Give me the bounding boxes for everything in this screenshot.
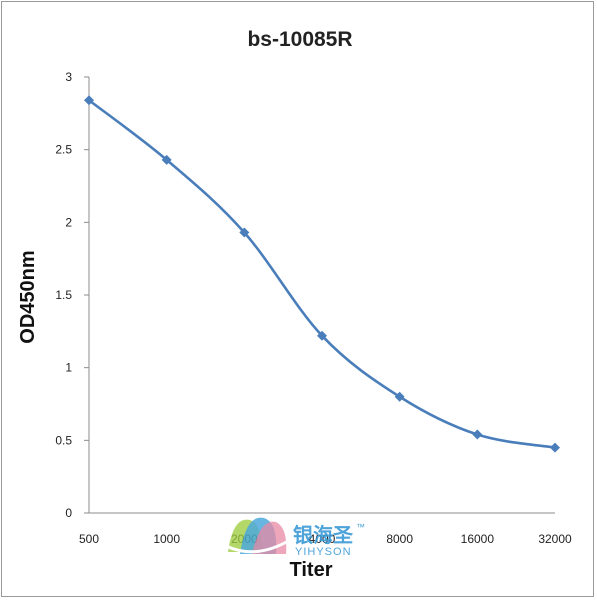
x-tick-label: 4000 <box>309 532 336 546</box>
y-tick-label: 1.5 <box>55 288 72 302</box>
x-tick-label: 1000 <box>153 532 180 546</box>
data-point-marker <box>472 429 483 440</box>
y-tick-group: 0 0.5 1 1.5 2 2.5 3 <box>55 70 89 520</box>
y-axis-label: OD450nm <box>17 250 39 343</box>
y-tick-label: 1 <box>65 361 72 375</box>
x-tick-label: 16000 <box>461 532 495 546</box>
chart-title: bs-10085R <box>247 28 352 51</box>
data-point-marker <box>239 227 250 238</box>
x-tick-label: 32000 <box>538 532 572 546</box>
data-point-marker <box>317 330 327 341</box>
y-tick-label: 3 <box>65 70 72 84</box>
watermark-english-text: YIHYSON <box>295 546 352 558</box>
watermark-trademark: ™ <box>356 522 365 532</box>
y-tick-label: 2.5 <box>55 143 72 157</box>
y-tick-label: 0 <box>65 506 72 520</box>
x-axis-label: Titer <box>290 559 333 581</box>
y-tick-label: 2 <box>65 215 72 229</box>
data-point-marker <box>161 154 172 165</box>
logo-emblem <box>225 517 291 554</box>
data-point-marker <box>84 95 94 106</box>
data-point-marker <box>394 391 405 402</box>
y-tick-label: 0.5 <box>55 433 72 447</box>
series-line <box>87 98 557 449</box>
marker-group <box>84 95 560 453</box>
x-tick-label: 8000 <box>386 532 413 546</box>
x-tick-label: 500 <box>79 532 99 546</box>
watermark-logo: 银海圣 ™ YIHYSON <box>225 517 365 558</box>
data-point-marker <box>550 442 560 453</box>
watermark-chinese-text: 银海圣 <box>293 523 354 547</box>
